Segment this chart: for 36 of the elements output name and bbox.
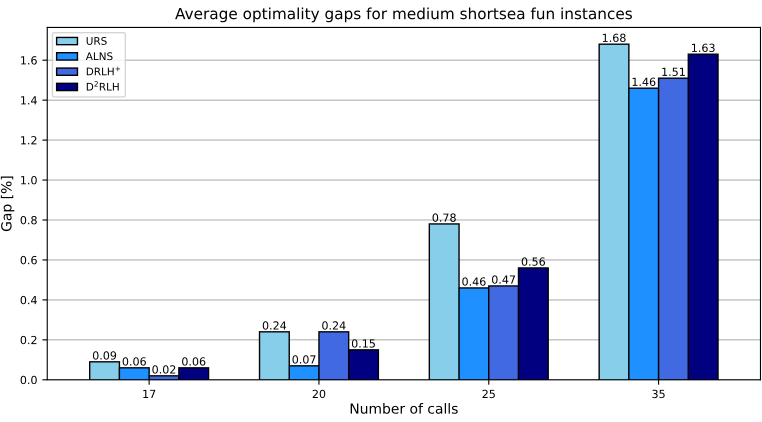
x-tick-label: 17 (143, 390, 156, 398)
data-label: 0.09 (92, 351, 116, 360)
data-label: 0.06 (122, 357, 146, 366)
data-label: 1.51 (662, 68, 685, 76)
data-label: 0.24 (262, 321, 286, 330)
data-label: 0.02 (152, 365, 176, 374)
data-label: 1.63 (692, 44, 715, 52)
y-tick-label: 0.2 (20, 336, 36, 344)
y-tick-label: 0.4 (20, 296, 37, 304)
y-tick-label: 1.6 (21, 56, 37, 65)
data-label: 0.46 (462, 277, 486, 286)
x-tick-label: 35 (652, 390, 665, 398)
data-label: 0.07 (292, 355, 316, 364)
chart-title: Average optimality gaps for medium shortsea fun instances (175, 7, 632, 22)
data-label: 0.78 (432, 213, 456, 222)
legend-label: URS (86, 36, 107, 45)
y-tick-label: 0.8 (20, 216, 37, 224)
y-tick-label: 1.4 (21, 96, 37, 104)
legend-label: ALNS (86, 52, 113, 60)
x-tick-label: 20 (312, 390, 326, 398)
x-tick-label: 25 (482, 390, 495, 398)
data-label: 0.24 (322, 321, 346, 330)
legend-label: D$^{2}$RLH (86, 81, 119, 91)
x-axis-title: Number of calls (350, 403, 458, 414)
y-tick-label: 1.0 (21, 176, 37, 184)
y-tick-label: 1.2 (21, 136, 36, 144)
data-label: 1.68 (602, 34, 626, 42)
y-tick-label: 0.0 (20, 376, 37, 384)
legend-label: DRLH$^{+}$ (86, 66, 120, 76)
data-label: 1.46 (632, 78, 656, 86)
y-tick-label: 0.6 (20, 256, 37, 264)
data-label: 0.47 (492, 275, 516, 284)
y-axis-title: Gap [%] (0, 176, 14, 232)
data-label: 0.56 (522, 257, 546, 266)
data-label: 0.15 (352, 339, 375, 348)
data-label: 0.06 (182, 357, 206, 366)
